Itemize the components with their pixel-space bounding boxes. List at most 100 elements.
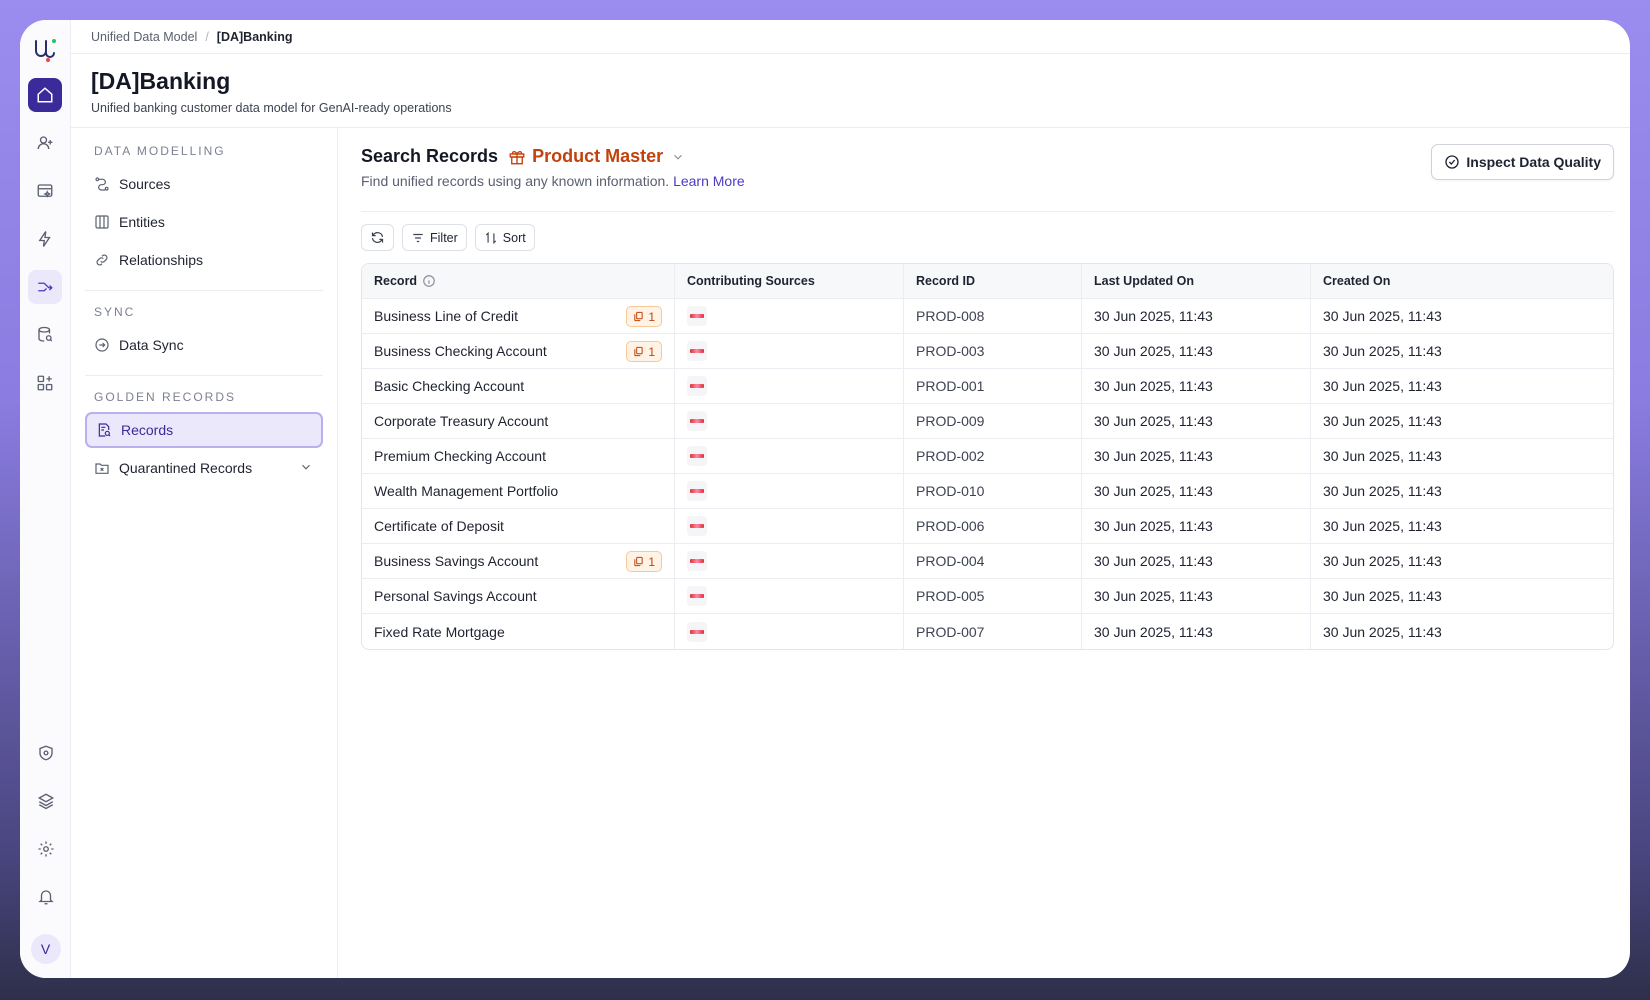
sidebar-item-data-sync[interactable]: Data Sync: [85, 327, 323, 363]
column-header-sources[interactable]: Contributing Sources: [675, 264, 904, 298]
record-name[interactable]: Basic Checking Account: [374, 378, 525, 394]
flash-icon[interactable]: [28, 222, 62, 256]
merge-icon[interactable]: [28, 270, 62, 304]
cell-updated: 30 Jun 2025, 11:43: [1082, 369, 1311, 403]
sidebar-item-relationships[interactable]: Relationships: [85, 242, 323, 278]
column-header-record[interactable]: Record: [362, 264, 675, 298]
cell-record[interactable]: Certificate of Deposit: [362, 509, 675, 543]
record-name[interactable]: Certificate of Deposit: [374, 518, 504, 534]
user-plus-icon[interactable]: [28, 126, 62, 160]
breadcrumb-root[interactable]: Unified Data Model: [91, 29, 198, 44]
sort-label: Sort: [502, 230, 526, 245]
breadcrumb-separator: /: [205, 29, 209, 44]
content-area: Search Records Product Master: [338, 128, 1630, 978]
cell-record[interactable]: Corporate Treasury Account: [362, 404, 675, 438]
record-name[interactable]: Fixed Rate Mortgage: [374, 623, 505, 640]
settings-icon[interactable]: [29, 832, 63, 866]
link-icon: [94, 252, 110, 268]
info-icon[interactable]: [422, 274, 436, 288]
cell-record[interactable]: Basic Checking Account: [362, 369, 675, 403]
source-logo-icon[interactable]: [687, 376, 707, 396]
inspect-data-quality-button[interactable]: Inspect Data Quality: [1431, 144, 1614, 180]
cell-record[interactable]: Wealth Management Portfolio: [362, 474, 675, 508]
records-table: Record Contributing Sources Record ID La…: [361, 263, 1614, 650]
cell-record[interactable]: Personal Savings Account: [362, 579, 675, 613]
record-name[interactable]: Premium Checking Account: [374, 448, 546, 464]
section-title-sync: SYNC: [94, 305, 136, 319]
record-name[interactable]: Personal Savings Account: [374, 588, 537, 604]
table-row[interactable]: Basic Checking Account PROD-001 30 Jun 202…: [362, 369, 1613, 404]
cell-record-id: PROD-003: [904, 334, 1082, 368]
avatar[interactable]: V: [30, 934, 61, 964]
source-logo-icon[interactable]: [687, 481, 707, 501]
table-row[interactable]: Business Checking Account 1 PROD-003 30 Jun…: [362, 334, 1613, 369]
cell-created: 30 Jun 2025, 11:43: [1323, 448, 1442, 464]
duplicate-badge[interactable]: 1: [626, 306, 662, 327]
duplicate-badge[interactable]: 1: [626, 551, 662, 572]
source-logo-icon[interactable]: [687, 516, 707, 536]
source-logo-icon[interactable]: [687, 621, 707, 642]
column-header-created[interactable]: Created On: [1323, 274, 1391, 288]
cell-record[interactable]: Business Checking Account 1: [362, 334, 675, 368]
icon-rail: V: [20, 20, 71, 978]
main-area: Unified Data Model / [DA]Banking [DA]Ban…: [71, 20, 1630, 978]
source-logo-icon[interactable]: [687, 446, 707, 466]
copy-icon: [633, 556, 644, 567]
entity-selector[interactable]: Product Master: [508, 146, 685, 167]
record-name[interactable]: Business Savings Account: [374, 553, 539, 569]
table-row[interactable]: Fixed Rate Mortgage PROD-007 30 Jun 2025, …: [362, 614, 1613, 649]
shield-settings-icon[interactable]: [29, 736, 63, 770]
card-sparkle-icon[interactable]: [28, 174, 62, 208]
page-body: DATA MODELLING Sources Entities: [71, 128, 1630, 978]
record-name[interactable]: Wealth Management Portfolio: [374, 483, 559, 499]
duplicate-count: 1: [648, 344, 655, 359]
record-name[interactable]: Business Checking Account: [374, 343, 547, 359]
cell-record[interactable]: Business Line of Credit 1: [362, 299, 675, 333]
source-logo-icon[interactable]: [687, 411, 707, 431]
source-logo-icon[interactable]: [687, 341, 707, 361]
app-window: V Unified Data Model / [DA]Banking [DA]B…: [20, 20, 1630, 978]
sidebar-item-label: Records: [121, 422, 174, 438]
source-logo-icon[interactable]: [687, 306, 707, 326]
cell-record-id: PROD-005: [904, 579, 1082, 613]
cell-record[interactable]: Fixed Rate Mortgage: [362, 614, 675, 649]
cell-record-id: PROD-006: [904, 509, 1082, 543]
filter-button[interactable]: Filter: [402, 224, 467, 251]
breadcrumb: Unified Data Model / [DA]Banking: [71, 20, 1630, 54]
app-logo[interactable]: [30, 34, 60, 64]
cell-record[interactable]: Premium Checking Account: [362, 439, 675, 473]
layers-icon[interactable]: [29, 784, 63, 818]
source-logo-icon[interactable]: [687, 551, 707, 571]
refresh-button[interactable]: [361, 224, 394, 251]
sidebar-item-label: Data Sync: [119, 337, 184, 353]
record-name[interactable]: Business Line of Credit: [374, 308, 518, 324]
cell-updated: 30 Jun 2025, 11:43: [1082, 404, 1311, 438]
table-row[interactable]: Personal Savings Account PROD-005 30 Jun 2…: [362, 579, 1613, 614]
sort-button[interactable]: Sort: [474, 224, 535, 251]
table-row[interactable]: Corporate Treasury Account PROD-009 30 Jun…: [362, 404, 1613, 439]
column-header-updated[interactable]: Last Updated On: [1082, 264, 1311, 298]
table-row[interactable]: Premium Checking Account PROD-002 30 Jun 2…: [362, 439, 1613, 474]
cell-record[interactable]: Business Savings Account 1: [362, 544, 675, 578]
chevron-down-icon[interactable]: [299, 460, 313, 477]
home-icon[interactable]: [28, 78, 62, 112]
duplicate-badge[interactable]: 1: [626, 341, 662, 362]
sidebar-item-entities[interactable]: Entities: [85, 204, 323, 240]
source-logo-icon[interactable]: [687, 586, 707, 606]
bell-icon[interactable]: [29, 880, 63, 914]
table-row[interactable]: Business Savings Account 1 PROD-004 30 Jun …: [362, 544, 1613, 579]
sidebar-item-label: Quarantined Records: [119, 460, 253, 476]
learn-more-link[interactable]: Learn More: [673, 173, 745, 189]
cell-updated: 30 Jun 2025, 11:43: [1082, 299, 1311, 333]
sidebar-item-records[interactable]: Records: [85, 412, 323, 448]
record-name[interactable]: Corporate Treasury Account: [374, 413, 549, 429]
column-header-record-id[interactable]: Record ID: [904, 264, 1082, 298]
table-row[interactable]: Certificate of Deposit PROD-006 30 Jun 202…: [362, 509, 1613, 544]
sidebar-item-quarantined[interactable]: Quarantined Records: [85, 450, 323, 486]
cell-sources: [675, 299, 904, 333]
database-search-icon[interactable]: [28, 318, 62, 352]
table-row[interactable]: Business Line of Credit 1 PROD-008 30 Jun 2…: [362, 299, 1613, 334]
sidebar-item-sources[interactable]: Sources: [85, 166, 323, 202]
apps-add-icon[interactable]: [28, 366, 62, 400]
table-row[interactable]: Wealth Management Portfolio PROD-010 30 Ju…: [362, 474, 1613, 509]
